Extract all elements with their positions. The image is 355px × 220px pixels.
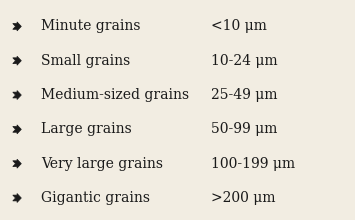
Polygon shape [13,159,21,168]
Text: Small grains: Small grains [41,54,130,68]
Text: Minute grains: Minute grains [41,19,140,33]
Text: Large grains: Large grains [41,122,132,136]
Text: Medium-sized grains: Medium-sized grains [41,88,189,102]
Text: Gigantic grains: Gigantic grains [41,191,150,205]
Text: Very large grains: Very large grains [41,157,163,171]
Polygon shape [13,56,21,65]
Polygon shape [13,91,21,99]
Text: >200 μm: >200 μm [211,191,276,205]
Polygon shape [13,125,21,134]
Text: <10 μm: <10 μm [211,19,267,33]
Text: 50-99 μm: 50-99 μm [211,122,278,136]
Text: 25-49 μm: 25-49 μm [211,88,278,102]
Polygon shape [13,194,21,202]
Text: 100-199 μm: 100-199 μm [211,157,295,171]
Polygon shape [13,22,21,31]
Text: 10-24 μm: 10-24 μm [211,54,278,68]
